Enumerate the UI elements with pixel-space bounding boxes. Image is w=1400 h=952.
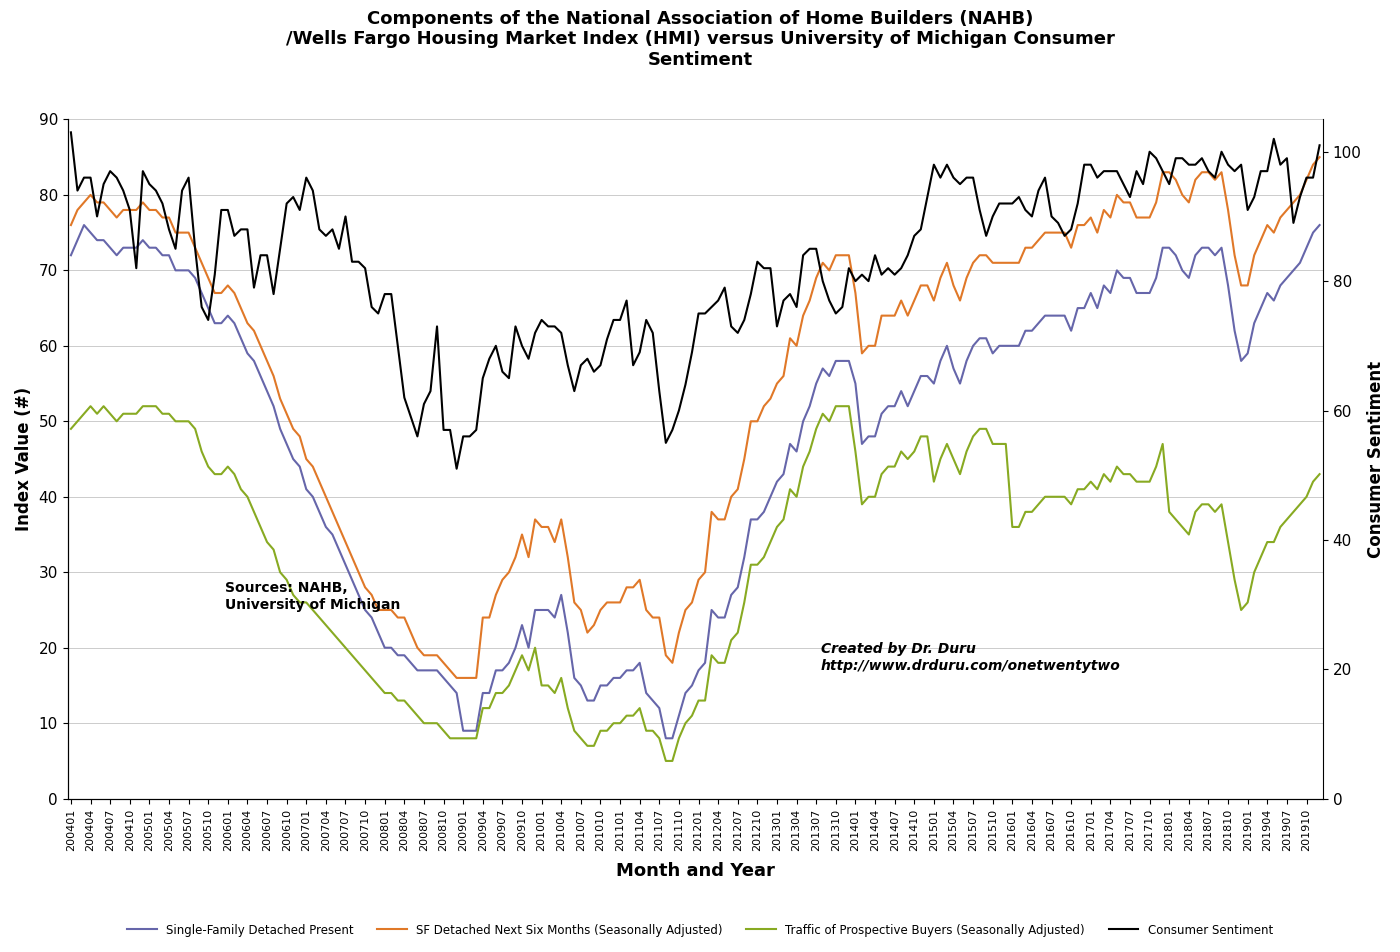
Y-axis label: Consumer Sentiment: Consumer Sentiment <box>1366 361 1385 558</box>
Text: Created by Dr. Duru
http://www.drduru.com/onetwentytwo: Created by Dr. Duru http://www.drduru.co… <box>820 643 1120 673</box>
SF Detached Next Six Months (Seasonally Adjusted) <box>448 672 465 684</box>
Consumer Sentiment <box>585 366 602 377</box>
Y-axis label: Index Value (#): Index Value (#) <box>15 387 34 531</box>
Consumer Sentiment <box>1312 140 1329 151</box>
Text: Sources: NAHB,
University of Michigan: Sources: NAHB, University of Michigan <box>224 582 400 611</box>
Single-Family Detached Present <box>573 680 589 691</box>
Single-Family Detached Present <box>788 446 805 457</box>
Traffic of Prospective Buyers (Seasonally Adjusted) <box>703 649 720 661</box>
SF Detached Next Six Months (Seasonally Adjusted) <box>697 566 714 578</box>
SF Detached Next Six Months (Seasonally Adjusted) <box>1312 151 1329 163</box>
X-axis label: Month and Year: Month and Year <box>616 862 774 880</box>
SF Detached Next Six Months (Seasonally Adjusted) <box>63 219 80 230</box>
SF Detached Next Six Months (Seasonally Adjusted) <box>781 332 798 344</box>
Traffic of Prospective Buyers (Seasonally Adjusted) <box>658 755 675 766</box>
Traffic of Prospective Buyers (Seasonally Adjusted) <box>220 461 237 472</box>
Consumer Sentiment <box>573 360 589 371</box>
Traffic of Prospective Buyers (Seasonally Adjusted) <box>1312 468 1329 480</box>
Single-Family Detached Present <box>703 605 720 616</box>
Consumer Sentiment <box>63 127 80 138</box>
Single-Family Detached Present <box>1312 219 1329 230</box>
SF Detached Next Six Months (Seasonally Adjusted) <box>213 288 230 299</box>
Line: Traffic of Prospective Buyers (Seasonally Adjusted): Traffic of Prospective Buyers (Seasonall… <box>71 407 1320 761</box>
SF Detached Next Six Months (Seasonally Adjusted) <box>585 620 602 631</box>
SF Detached Next Six Months (Seasonally Adjusted) <box>854 347 871 359</box>
Line: Consumer Sentiment: Consumer Sentiment <box>71 132 1320 468</box>
Consumer Sentiment <box>448 463 465 474</box>
Single-Family Detached Present <box>860 430 876 442</box>
Single-Family Detached Present <box>658 733 675 744</box>
Traffic of Prospective Buyers (Seasonally Adjusted) <box>83 401 99 412</box>
Traffic of Prospective Buyers (Seasonally Adjusted) <box>788 491 805 503</box>
SF Detached Next Six Months (Seasonally Adjusted) <box>573 605 589 616</box>
Legend: Single-Family Detached Present, SF Detached Next Six Months (Seasonally Adjusted: Single-Family Detached Present, SF Detac… <box>122 919 1278 942</box>
Consumer Sentiment <box>697 307 714 319</box>
Traffic of Prospective Buyers (Seasonally Adjusted) <box>63 423 80 434</box>
Consumer Sentiment <box>213 205 230 216</box>
Consumer Sentiment <box>781 288 798 300</box>
Text: Components of the National Association of Home Builders (NAHB)
/Wells Fargo Hous: Components of the National Association o… <box>286 10 1114 69</box>
Consumer Sentiment <box>854 269 871 281</box>
Traffic of Prospective Buyers (Seasonally Adjusted) <box>573 733 589 744</box>
Line: SF Detached Next Six Months (Seasonally Adjusted): SF Detached Next Six Months (Seasonally … <box>71 157 1320 678</box>
Traffic of Prospective Buyers (Seasonally Adjusted) <box>585 740 602 751</box>
Single-Family Detached Present <box>63 249 80 261</box>
Single-Family Detached Present <box>76 219 92 230</box>
Single-Family Detached Present <box>220 310 237 322</box>
Single-Family Detached Present <box>585 695 602 706</box>
Line: Single-Family Detached Present: Single-Family Detached Present <box>71 225 1320 739</box>
Traffic of Prospective Buyers (Seasonally Adjusted) <box>860 491 876 503</box>
